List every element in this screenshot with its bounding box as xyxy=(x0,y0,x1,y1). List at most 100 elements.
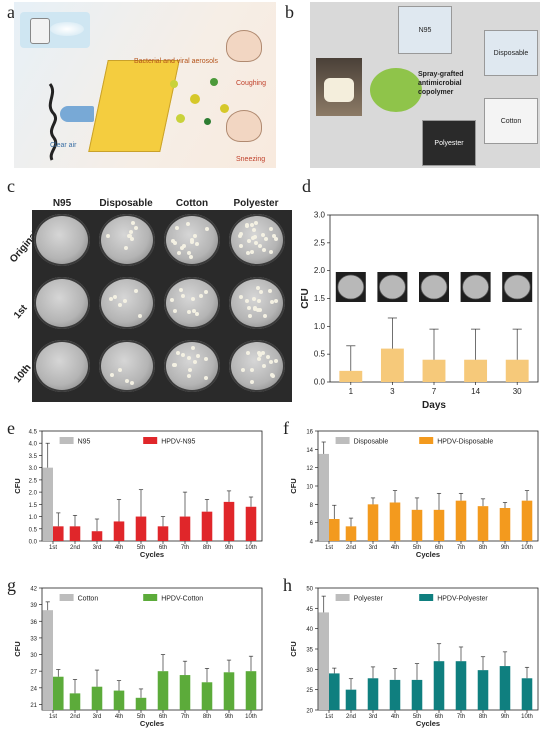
x-tick-label: 8th xyxy=(203,714,211,720)
bar xyxy=(345,526,357,541)
y-tick-label: 21 xyxy=(30,703,37,709)
x-tick-label: 2nd xyxy=(346,714,356,720)
bacterial-colony xyxy=(186,374,191,379)
bacterial-colony xyxy=(204,289,209,294)
coughing-label: Coughing xyxy=(236,80,266,87)
bacterial-colony xyxy=(180,352,185,357)
y-tick-label: 14 xyxy=(306,448,313,454)
bacterial-colony xyxy=(130,236,135,241)
bacterial-colony xyxy=(252,228,257,233)
bacterial-colony xyxy=(255,285,260,290)
legend-label: HPDV-Polyester xyxy=(437,596,488,603)
y-tick-label: 2.0 xyxy=(314,266,326,275)
bacterial-colony xyxy=(189,240,194,245)
aerosols-label: Bacterial and viral aerosols xyxy=(134,58,219,65)
bacterial-colony xyxy=(194,242,199,247)
bar xyxy=(367,504,379,541)
bacterial-colony xyxy=(247,313,252,318)
bacterial-colony xyxy=(133,225,138,230)
plate-thumbnail-dish xyxy=(420,274,448,300)
x-axis-label: Cycles xyxy=(416,550,440,559)
copolymer-label: Spray-grafted antimicrobial copolymer xyxy=(418,71,464,96)
legend-swatch xyxy=(59,594,74,601)
bacterial-colony xyxy=(127,233,132,238)
y-tick-label: 50 xyxy=(306,587,313,593)
bacterial-colony xyxy=(258,244,263,249)
y-tick-label: 10 xyxy=(306,485,313,491)
x-tick-label: 9th xyxy=(501,714,509,720)
chart-h: 20 25 30 35 40 45 50 CFU 1st 2nd 3rd 4th 5th 6th 7th 8t… xyxy=(289,587,539,728)
bar xyxy=(411,509,423,541)
chart-e: 0.0 0.5 1.0 1.5 2.0 2.5 3.0 3.5 4.0 4.5 CFU 1st 2nd 3… xyxy=(13,430,263,559)
sneezing-person-icon xyxy=(226,110,262,142)
x-tick-label: 5th xyxy=(413,545,421,551)
bacterial-colony xyxy=(112,294,117,299)
y-tick-label: 45 xyxy=(306,607,313,613)
petri-dish xyxy=(229,340,285,392)
bacterial-colony xyxy=(125,379,130,384)
bacterial-colony xyxy=(123,245,128,250)
bacterial-colony xyxy=(274,359,279,364)
bacterial-colony xyxy=(198,294,203,299)
bar xyxy=(455,500,467,541)
bacterial-colony xyxy=(187,250,192,255)
bacterial-colony xyxy=(192,309,197,314)
bar xyxy=(157,526,169,541)
bacterial-colony xyxy=(130,381,135,385)
x-tick-label: 7th xyxy=(457,545,465,551)
x-tick-label: 9th xyxy=(501,545,509,551)
x-tick-label: 2nd xyxy=(70,714,80,720)
panel-letter-c: c xyxy=(7,176,15,196)
bacterial-colony xyxy=(196,353,201,358)
bar xyxy=(422,359,446,382)
bacterial-colony xyxy=(179,288,184,293)
panel-letter-g: g xyxy=(7,575,16,595)
y-tick-label: 0.5 xyxy=(29,527,38,533)
bacterial-colony xyxy=(271,373,276,378)
plate-thumbnail-dish xyxy=(379,274,406,300)
bacterial-colony xyxy=(261,232,266,237)
bacterial-colony xyxy=(245,251,250,256)
legend-swatch xyxy=(59,437,74,444)
bacterial-colony xyxy=(258,307,263,312)
bar xyxy=(69,526,81,541)
y-axis-label: CFU xyxy=(13,478,22,493)
panel-letter-e: e xyxy=(7,418,15,438)
bacterial-colony xyxy=(268,359,273,364)
bar xyxy=(329,673,340,710)
y-tick-label: 24 xyxy=(30,686,37,692)
bar xyxy=(318,453,329,541)
bar xyxy=(411,679,423,710)
bar xyxy=(201,682,213,710)
bacterial-colony xyxy=(117,368,122,373)
y-tick-label: 3.5 xyxy=(29,454,38,460)
x-tick-label: 6th xyxy=(159,714,167,720)
mask-n95-thumb: N95 xyxy=(398,6,452,54)
x-tick-label: 3rd xyxy=(93,545,102,551)
y-tick-label: 1.0 xyxy=(314,322,326,331)
bacterial-colony xyxy=(106,234,111,239)
bacterial-colony xyxy=(244,299,249,304)
bacterial-colony xyxy=(246,351,251,356)
column-header-polyester: Polyester xyxy=(233,198,279,209)
y-tick-label: 30 xyxy=(306,668,313,674)
bar xyxy=(339,370,363,382)
x-tick-label: 4th xyxy=(115,545,123,551)
x-tick-label: 5th xyxy=(137,714,145,720)
y-tick-label: 1.5 xyxy=(29,503,38,509)
x-tick-label: 6th xyxy=(159,545,167,551)
bar xyxy=(521,500,533,541)
y-tick-label: 3.0 xyxy=(29,466,38,472)
y-tick-label: 2.5 xyxy=(314,238,326,247)
plate-thumbnail-dish xyxy=(462,274,490,300)
bar xyxy=(201,511,213,541)
x-tick-label: 30 xyxy=(513,387,522,396)
bacterial-colony xyxy=(249,368,254,373)
bar xyxy=(499,666,511,710)
bacterial-colony xyxy=(257,299,262,304)
bacterial-colony xyxy=(249,249,254,254)
y-axis-label: CFU xyxy=(289,641,298,656)
bacterial-colony xyxy=(257,357,262,362)
bar xyxy=(477,670,489,710)
y-tick-label: 4.5 xyxy=(29,430,38,436)
